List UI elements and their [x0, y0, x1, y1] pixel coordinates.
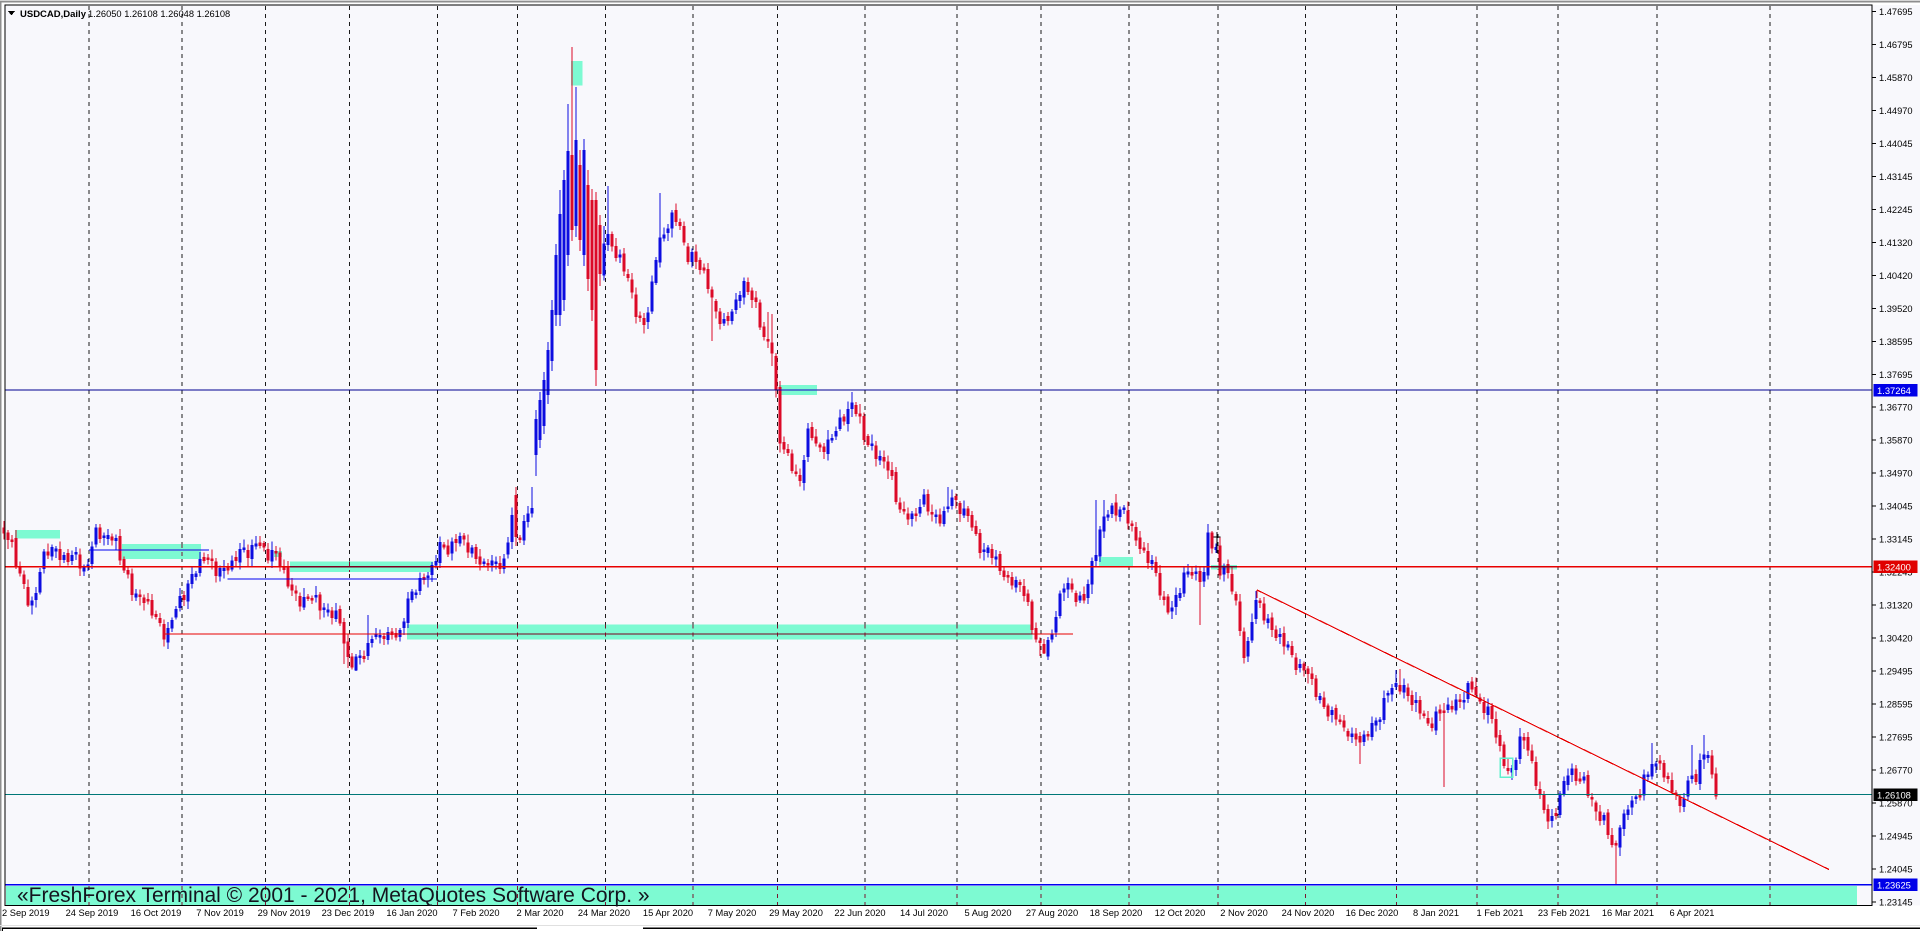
svg-text:1.45870: 1.45870	[1879, 73, 1913, 83]
svg-text:24 Nov 2020: 24 Nov 2020	[1282, 908, 1335, 918]
svg-text:1.40420: 1.40420	[1879, 271, 1913, 281]
svg-text:1.46795: 1.46795	[1879, 40, 1913, 50]
svg-text:24 Mar 2020: 24 Mar 2020	[578, 908, 630, 918]
svg-text:1.26108: 1.26108	[1877, 789, 1911, 800]
svg-text:1.31320: 1.31320	[1879, 601, 1913, 611]
svg-text:5 Aug 2020: 5 Aug 2020	[964, 908, 1011, 918]
svg-text:29 May 2020: 29 May 2020	[769, 908, 823, 918]
svg-text:1.47695: 1.47695	[1879, 7, 1913, 17]
svg-text:18 Sep 2020: 18 Sep 2020	[1090, 908, 1143, 918]
svg-text:«FreshForex Terminal © 2001 -: «FreshForex Terminal © 2001 - 2021, Meta…	[17, 884, 650, 907]
svg-text:7 Nov 2019: 7 Nov 2019	[196, 908, 244, 918]
svg-text:23 Feb 2021: 23 Feb 2021	[1538, 908, 1590, 918]
svg-text:22 Jun 2020: 22 Jun 2020	[834, 908, 885, 918]
svg-text:1.38595: 1.38595	[1879, 337, 1913, 347]
svg-text:1.23625: 1.23625	[1877, 880, 1911, 891]
svg-text:27 Aug 2020: 27 Aug 2020	[1026, 908, 1078, 918]
svg-text:24 Sep 2019: 24 Sep 2019	[66, 908, 119, 918]
svg-text:1.33145: 1.33145	[1879, 535, 1913, 545]
svg-text:16 Jan 2020: 16 Jan 2020	[386, 908, 437, 918]
svg-text:1.26050 1.26108 1.26048 1.2610: 1.26050 1.26108 1.26048 1.26108	[88, 9, 230, 19]
svg-text:2 Mar 2020: 2 Mar 2020	[516, 908, 563, 918]
svg-text:7 May 2020: 7 May 2020	[708, 908, 757, 918]
svg-text:1.44045: 1.44045	[1879, 139, 1913, 149]
svg-text:8 Jan 2021: 8 Jan 2021	[1413, 908, 1459, 918]
svg-text:1.28595: 1.28595	[1879, 700, 1913, 710]
svg-text:6 Apr 2021: 6 Apr 2021	[1670, 908, 1715, 918]
svg-text:1 Feb 2021: 1 Feb 2021	[1476, 908, 1523, 918]
svg-text:1.44970: 1.44970	[1879, 106, 1913, 116]
svg-text:1.23145: 1.23145	[1879, 897, 1913, 907]
svg-text:2 Nov 2020: 2 Nov 2020	[1220, 908, 1268, 918]
svg-text:1.41320: 1.41320	[1879, 238, 1913, 248]
svg-text:USDCAD,Daily: USDCAD,Daily	[20, 9, 87, 20]
svg-text:1.35870: 1.35870	[1879, 436, 1913, 446]
svg-text:1.43145: 1.43145	[1879, 172, 1913, 182]
svg-text:1.39520: 1.39520	[1879, 304, 1913, 314]
svg-text:1.30420: 1.30420	[1879, 634, 1913, 644]
svg-text:1.34045: 1.34045	[1879, 502, 1913, 512]
svg-text:16 Mar 2021: 16 Mar 2021	[1602, 908, 1654, 918]
svg-text:1.37695: 1.37695	[1879, 370, 1913, 380]
svg-text:1.37264: 1.37264	[1877, 385, 1911, 396]
svg-text:1.26770: 1.26770	[1879, 765, 1913, 775]
svg-text:23 Dec 2019: 23 Dec 2019	[322, 908, 375, 918]
svg-text:14 Jul 2020: 14 Jul 2020	[900, 908, 948, 918]
svg-text:1.34970: 1.34970	[1879, 469, 1913, 479]
svg-text:1.36770: 1.36770	[1879, 403, 1913, 413]
svg-text:15 Apr 2020: 15 Apr 2020	[643, 908, 693, 918]
svg-text:1.27695: 1.27695	[1879, 732, 1913, 742]
svg-text:2 Sep 2019: 2 Sep 2019	[2, 908, 50, 918]
svg-text:12 Oct 2020: 12 Oct 2020	[1155, 908, 1206, 918]
svg-text:16 Oct 2019: 16 Oct 2019	[131, 908, 182, 918]
svg-text:29 Nov 2019: 29 Nov 2019	[258, 908, 311, 918]
svg-text:1.25870: 1.25870	[1879, 798, 1913, 808]
svg-text:1.24945: 1.24945	[1879, 831, 1913, 841]
svg-text:16 Dec 2020: 16 Dec 2020	[1346, 908, 1399, 918]
svg-text:1.42245: 1.42245	[1879, 205, 1913, 215]
svg-text:1.29495: 1.29495	[1879, 667, 1913, 677]
svg-text:1.24045: 1.24045	[1879, 864, 1913, 874]
svg-text:1.32400: 1.32400	[1877, 562, 1911, 573]
svg-text:7 Feb 2020: 7 Feb 2020	[452, 908, 499, 918]
